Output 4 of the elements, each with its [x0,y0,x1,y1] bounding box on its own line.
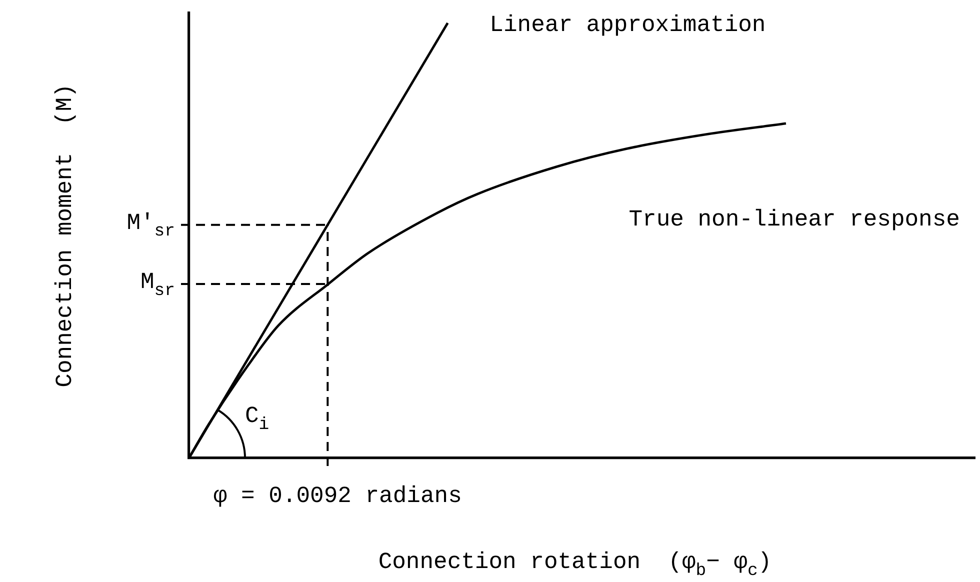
series-label: Linear approximation [490,12,766,38]
y-axis-title: Connection moment (M) [52,84,78,388]
text: φ = 0.0092 radians [213,483,462,509]
text: True non-linear response [628,206,960,232]
